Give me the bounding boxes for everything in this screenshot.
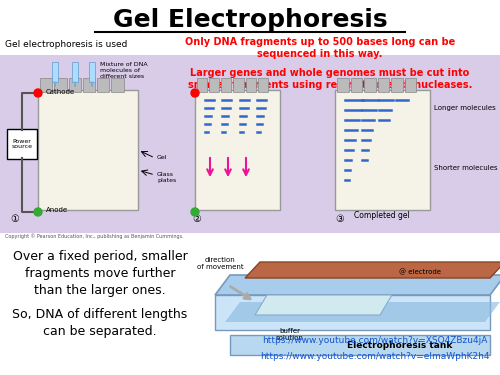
Bar [197,78,207,92]
Text: ③: ③ [335,214,344,224]
Bar [209,78,220,92]
Text: Shorter molecules: Shorter molecules [434,165,498,171]
Bar [89,62,95,82]
Text: direction
of movement: direction of movement [196,257,244,270]
Bar [258,78,268,92]
Polygon shape [230,335,490,355]
Polygon shape [54,82,56,87]
Bar [246,78,256,92]
Text: Gel: Gel [157,155,168,160]
Bar [350,78,362,92]
Polygon shape [225,302,500,322]
Text: Glass
plates: Glass plates [157,172,176,183]
Polygon shape [245,262,500,278]
Text: Only DNA fragments up to 500 bases long can be
sequenced in this way.: Only DNA fragments up to 500 bases long … [185,37,455,58]
Polygon shape [255,295,392,315]
Text: So, DNA of different lengths
can be separated.: So, DNA of different lengths can be sepa… [12,308,188,338]
Text: Copyright © Pearson Education, Inc., publishing as Benjamin Cummings.: Copyright © Pearson Education, Inc., pub… [5,233,184,238]
Circle shape [34,208,42,216]
Polygon shape [215,295,490,330]
Bar [38,90,138,210]
Bar [222,78,232,92]
Text: Over a fixed period, smaller
fragments move further
than the larger ones.: Over a fixed period, smaller fragments m… [12,250,188,297]
Bar [392,78,403,92]
Text: Cathode: Cathode [46,89,75,95]
Circle shape [191,208,199,216]
Text: Gel Electrophoresis: Gel Electrophoresis [112,8,388,32]
Text: Completed gel: Completed gel [354,211,410,220]
Bar [337,78,348,92]
Bar [195,90,280,210]
Polygon shape [215,275,500,295]
Text: ②: ② [192,214,201,224]
Text: Longer molecules: Longer molecules [434,105,496,111]
Text: Larger genes and whole genomes must be cut into
smaller fragments using restrict: Larger genes and whole genomes must be c… [188,68,472,90]
Bar [364,78,376,92]
Text: Mixture of DNA
molecules of
different sizes: Mixture of DNA molecules of different si… [100,62,148,79]
Bar [335,90,430,210]
Text: Power
source: Power source [12,139,32,149]
Text: Anode: Anode [46,207,68,213]
Text: buffer
solution: buffer solution [276,328,304,341]
Circle shape [34,89,42,97]
Text: Gel electrophoresis is used: Gel electrophoresis is used [5,40,128,49]
Bar [72,62,78,82]
Text: ①: ① [10,214,19,224]
Text: Electrophoresis tank: Electrophoresis tank [348,342,453,351]
Polygon shape [74,82,76,87]
Circle shape [191,89,199,97]
Text: https://www.youtube.com/watch?v=elmaWphK2h4: https://www.youtube.com/watch?v=elmaWphK… [260,352,490,361]
Bar [40,78,52,92]
Bar [97,78,110,92]
Text: @ electrode: @ electrode [399,269,441,275]
Bar [68,78,81,92]
Text: https://www.youtube.com/watch?v=XSO4ZBzu4jA: https://www.youtube.com/watch?v=XSO4ZBzu… [262,336,488,345]
Bar [83,78,95,92]
Bar [378,78,390,92]
Bar [405,78,416,92]
Bar [52,62,58,82]
Bar [0,55,500,233]
Bar [54,78,66,92]
FancyBboxPatch shape [7,129,37,159]
Bar [234,78,243,92]
Polygon shape [91,82,93,87]
Bar [112,78,124,92]
